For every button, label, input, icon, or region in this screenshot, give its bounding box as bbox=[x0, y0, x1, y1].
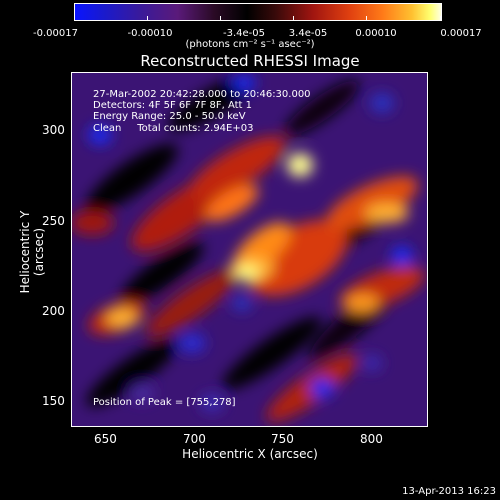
annotation-energy: Energy Range: 25.0 - 50.0 keV bbox=[93, 111, 246, 122]
colorbar-label: 0.00017 bbox=[440, 28, 482, 39]
image-heatmap bbox=[72, 73, 427, 426]
image-title: Reconstructed RHESSI Image bbox=[140, 52, 360, 70]
x-tick-label: 650 bbox=[94, 432, 117, 446]
annotation-method: Clean Total counts: 2.94E+03 bbox=[93, 123, 254, 134]
colorbar-tick bbox=[147, 16, 148, 20]
y-tick-label: 300 bbox=[42, 123, 65, 137]
annotation-time-range: 27-Mar-2002 20:42:28.000 to 20:46:30.000 bbox=[93, 89, 311, 100]
colorbar-units: (photons cm⁻² s⁻¹ asec⁻²) bbox=[185, 39, 315, 50]
rhessi-image: 27-Mar-2002 20:42:28.000 to 20:46:30.000… bbox=[71, 72, 428, 427]
colorbar-tick bbox=[366, 16, 367, 20]
colorbar-tick bbox=[220, 16, 221, 20]
colorbar-label: -0.00017 bbox=[33, 28, 78, 39]
colorbar-label: 3.4e-05 bbox=[288, 28, 328, 39]
y-tick-label: 250 bbox=[42, 214, 65, 228]
y-tick-label: 150 bbox=[42, 394, 65, 408]
colorbar-label: -3.4e-05 bbox=[223, 28, 265, 39]
x-tick-label: 750 bbox=[271, 432, 294, 446]
colorbar bbox=[74, 3, 442, 21]
colorbar-tick bbox=[440, 16, 441, 20]
y-tick-label: 200 bbox=[42, 304, 65, 318]
colorbar-tick bbox=[293, 16, 294, 20]
y-axis-title: Heliocentric Y (arcsec) bbox=[18, 210, 46, 294]
colorbar-label: -0.00010 bbox=[127, 28, 173, 39]
colorbar-tick bbox=[74, 16, 75, 20]
x-tick-label: 700 bbox=[183, 432, 206, 446]
footer-timestamp: 13-Apr-2013 16:23 bbox=[402, 486, 496, 497]
x-tick-label: 800 bbox=[360, 432, 383, 446]
annotation-detectors: Detectors: 4F 5F 6F 7F 8F, Att 1 bbox=[93, 100, 253, 111]
annotation-peak: Position of Peak = [755,278] bbox=[93, 397, 236, 408]
colorbar-label: 0.00010 bbox=[355, 28, 397, 39]
x-axis-title: Heliocentric X (arcsec) bbox=[182, 447, 318, 461]
